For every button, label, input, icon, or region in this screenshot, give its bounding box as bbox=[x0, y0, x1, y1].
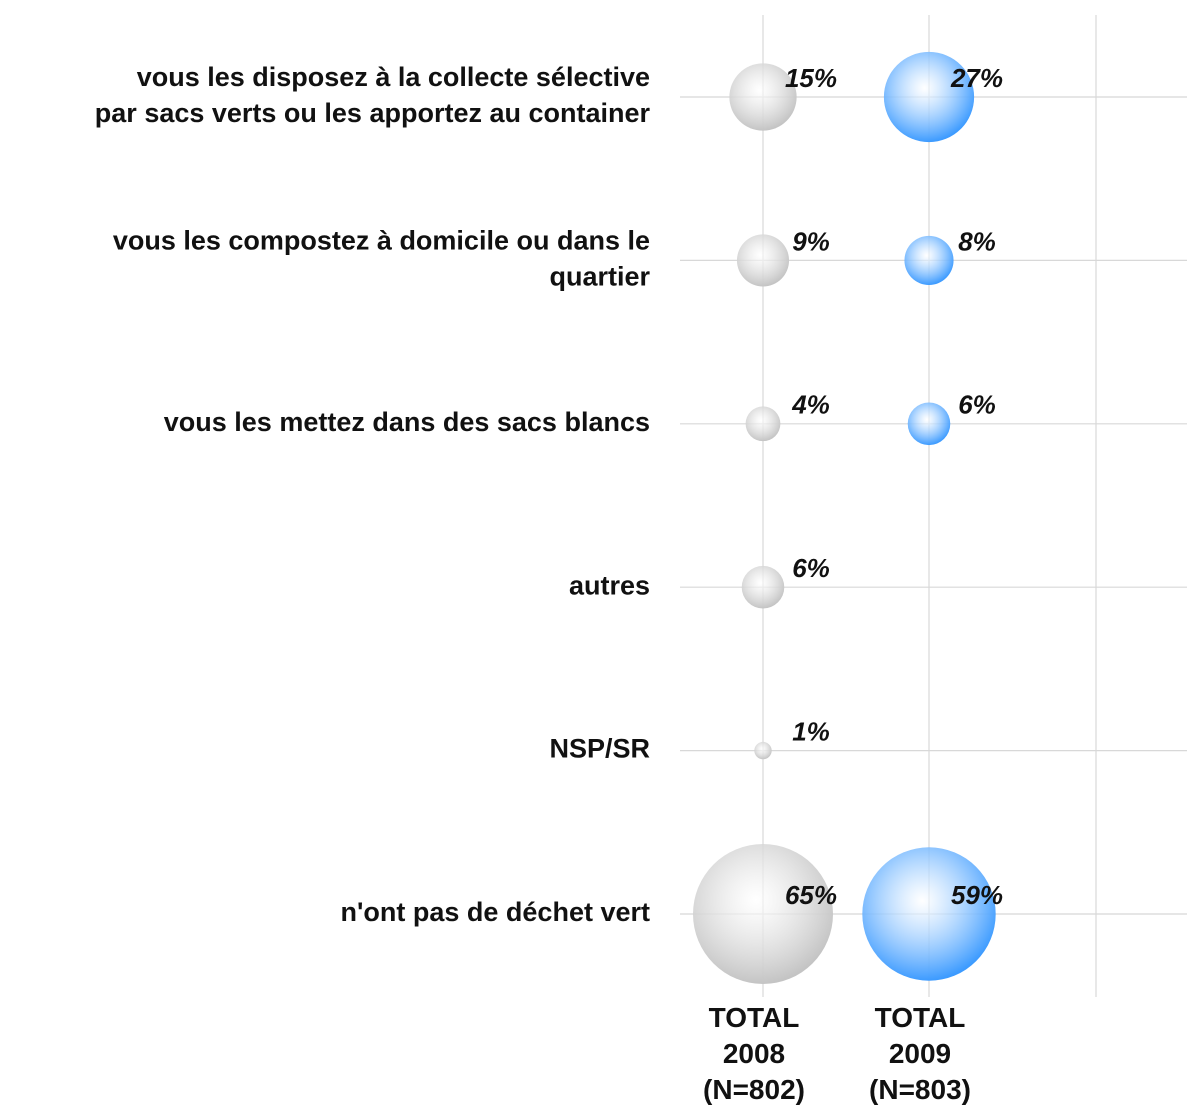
value-label: 9% bbox=[792, 226, 830, 256]
value-label: 27% bbox=[950, 63, 1003, 93]
bubble bbox=[745, 406, 781, 442]
category-label: NSP/SR bbox=[549, 734, 650, 764]
value-label: 8% bbox=[958, 226, 996, 256]
bubble bbox=[904, 235, 954, 285]
value-label: 6% bbox=[792, 553, 830, 583]
value-label: 4% bbox=[791, 390, 830, 420]
bubble bbox=[883, 51, 975, 143]
value-label: 65% bbox=[785, 880, 837, 910]
series-label: TOTAL 2009 (N=803) bbox=[869, 1002, 971, 1105]
series-label: TOTAL 2008 (N=802) bbox=[703, 1002, 805, 1105]
bubble bbox=[693, 844, 833, 984]
category-label: vous les mettez dans des sacs blancs bbox=[164, 407, 650, 437]
category-label: n'ont pas de déchet vert bbox=[341, 897, 651, 927]
value-label: 6% bbox=[958, 390, 996, 420]
value-label: 1% bbox=[792, 716, 830, 746]
value-label: 59% bbox=[951, 880, 1003, 910]
bubble bbox=[862, 847, 996, 981]
value-label: 15% bbox=[785, 63, 837, 93]
category-label: par sacs verts ou les apportez au contai… bbox=[95, 98, 651, 128]
category-label: autres bbox=[569, 570, 650, 600]
bubble bbox=[754, 741, 772, 760]
bubble bbox=[741, 565, 785, 609]
category-label: quartier bbox=[549, 262, 650, 292]
category-label: vous les compostez à domicile ou dans le bbox=[113, 226, 650, 256]
bubble bbox=[729, 63, 797, 131]
category-label: vous les disposez à la collecte sélectiv… bbox=[137, 62, 650, 92]
bubble bbox=[736, 234, 790, 287]
bubble bbox=[907, 402, 951, 446]
